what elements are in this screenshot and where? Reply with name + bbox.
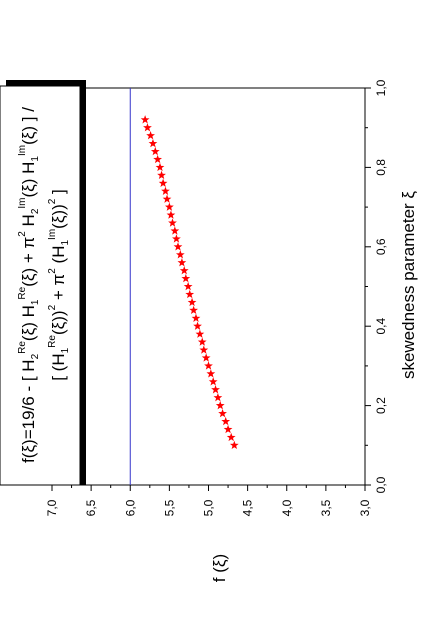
data-point-star: [173, 242, 183, 251]
data-point-star: [197, 337, 207, 346]
formula-line: [ (H1Re(ξ))2 + π2 (H1Im(ξ))2 ]: [47, 189, 71, 381]
data-point-star: [213, 393, 223, 402]
data-point-star: [211, 385, 220, 394]
data-point-star: [204, 361, 213, 370]
data-point-star: [229, 440, 239, 450]
data-point-star: [201, 353, 211, 362]
y-tick-label: 5,0: [202, 499, 216, 516]
x-tick-label: 0,8: [374, 159, 388, 176]
data-point-star: [223, 424, 233, 434]
y-axis: 3,0 3,5 4,0 4,5 5,0 5,5 6,0 6,5 7,0: [45, 485, 372, 516]
data-point-star: [206, 369, 216, 378]
data-point-star: [140, 115, 150, 124]
data-point-star: [189, 305, 199, 315]
data-point-star: [191, 313, 201, 322]
y-tick-label: 3,0: [358, 499, 372, 516]
data-point-star: [185, 289, 195, 299]
data-point-star: [221, 416, 231, 426]
data-point-star: [199, 345, 209, 354]
data-point-star: [172, 234, 181, 243]
data-point-star: [218, 408, 227, 418]
x-tick-label: 0,6: [374, 238, 388, 255]
data-point-star: [162, 194, 172, 203]
y-tick-label: 6,5: [84, 499, 98, 516]
data-point-star: [170, 226, 180, 235]
x-axis: 0,0 0,2 0,4 0,6 0,8 1,0: [365, 79, 388, 493]
legend-formula: f(ξ)=19/6 - [ H2Re(ξ) H1Re(ξ) + π2 H2Im(…: [17, 107, 71, 463]
data-point-star: [150, 146, 160, 156]
y-tick-label: 5,5: [162, 499, 176, 516]
data-point-star: [155, 162, 165, 172]
data-point-star: [148, 138, 158, 148]
data-point-star: [146, 131, 155, 140]
data-point-star: [175, 250, 185, 259]
data-point-star: [215, 401, 225, 410]
data-point-star: [165, 202, 174, 211]
data-point-star: [153, 154, 163, 164]
data-point-star: [195, 329, 205, 338]
x-tick-label: 0,0: [374, 476, 388, 493]
data-point-star: [166, 210, 176, 219]
y-tick-label: 7,0: [45, 499, 59, 516]
data-point-star: [179, 266, 189, 275]
data-point-star: [168, 218, 177, 227]
y-axis-title: f (ξ): [210, 554, 229, 582]
data-point-star: [181, 273, 191, 283]
x-tick-label: 1,0: [374, 79, 388, 96]
data-point-star: [143, 123, 152, 132]
legend-box: [0, 85, 81, 486]
data-point-star: [177, 258, 187, 267]
data-point-star: [208, 377, 218, 386]
formula-line: f(ξ)=19/6 - [ H2Re(ξ) H1Re(ξ) + π2 H2Im(…: [17, 107, 41, 463]
y-tick-label: 6,0: [123, 499, 137, 516]
data-points: [140, 115, 239, 450]
legend-box-shadow-top: [6, 80, 86, 86]
x-tick-label: 0,4: [374, 318, 388, 335]
data-point-star: [226, 432, 236, 442]
data-point-star: [187, 297, 197, 307]
legend-box-shadow: [80, 80, 86, 485]
data-point-star: [158, 178, 168, 187]
x-axis-title: skewedness parameter ξ: [399, 191, 418, 379]
y-tick-label: 3,5: [319, 499, 333, 516]
y-tick-label: 4,0: [280, 499, 294, 516]
data-point-star: [183, 281, 193, 291]
data-point-star: [157, 170, 166, 180]
data-point-star: [161, 186, 170, 195]
x-tick-label: 0,2: [374, 397, 388, 414]
data-point-star: [193, 321, 202, 330]
y-tick-label: 4,5: [241, 499, 255, 516]
plot-frame: [51, 87, 366, 486]
